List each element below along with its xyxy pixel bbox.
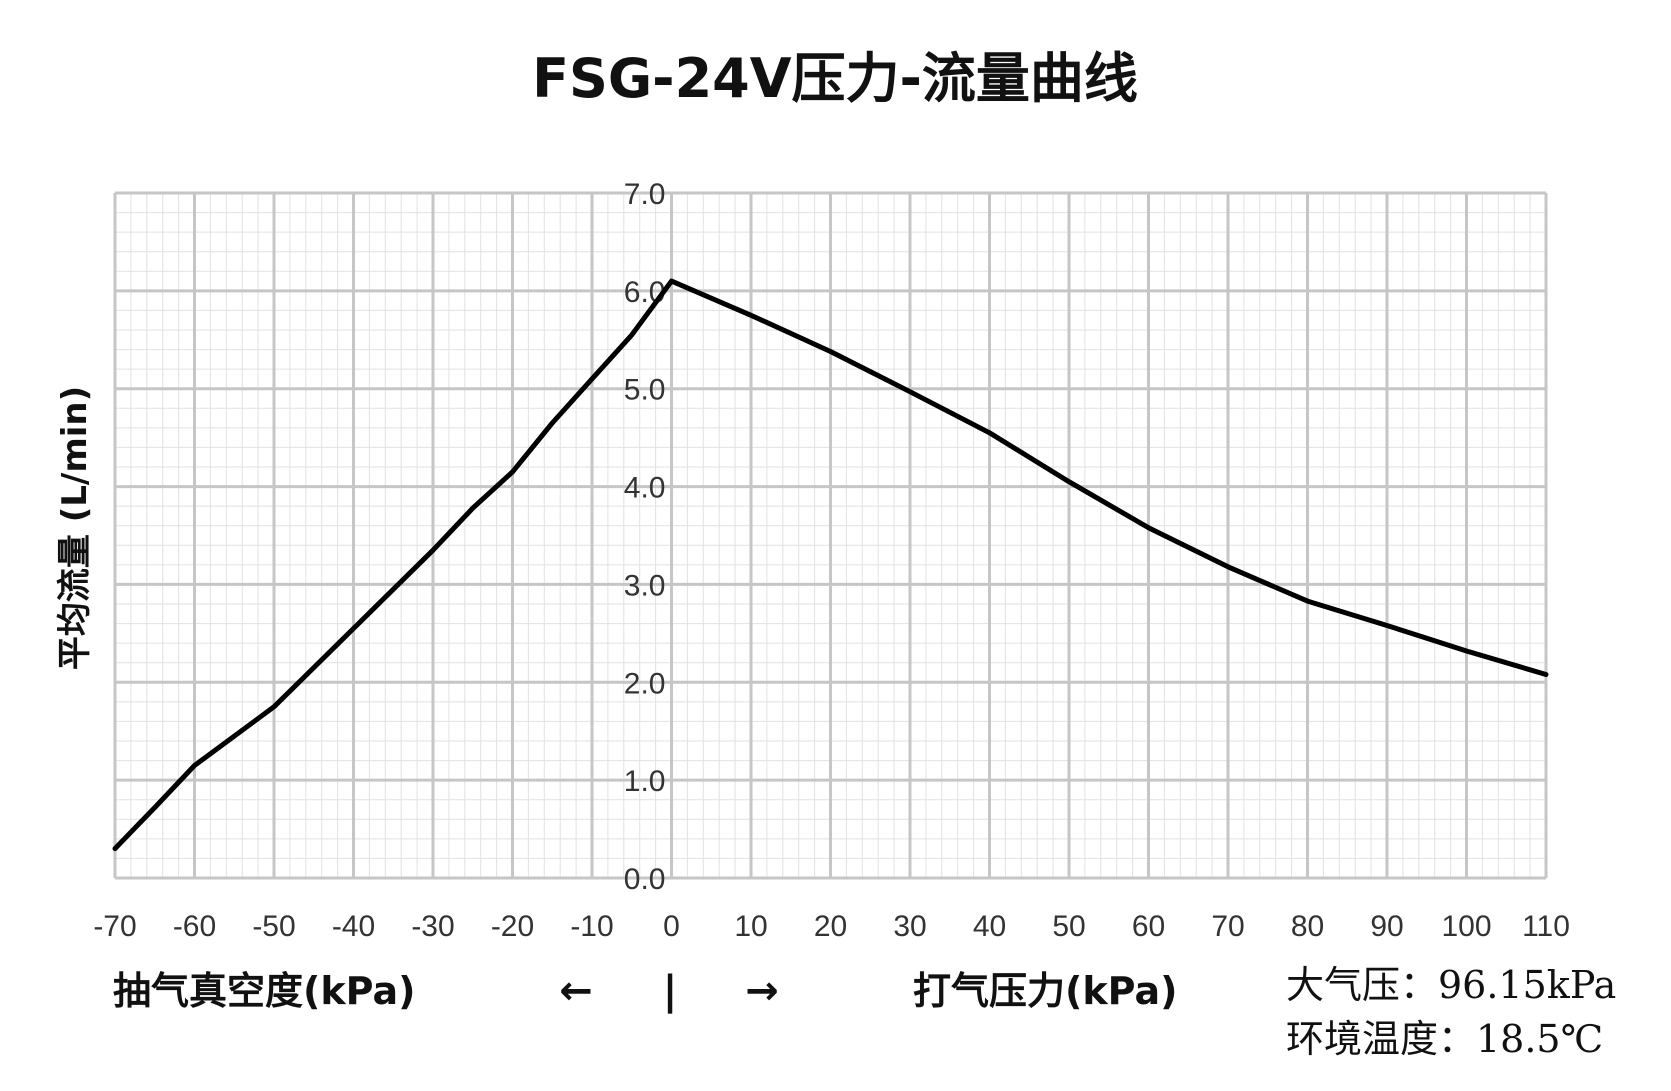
- atmospheric-pressure-note: 大气压：96.15kPa: [1286, 963, 1616, 1007]
- x-tick-label: -60: [173, 910, 216, 943]
- x-tick-label: -10: [570, 910, 613, 943]
- x-tick-label: 100: [1441, 910, 1491, 943]
- y-tick-label: 2.0: [624, 667, 666, 700]
- y-tick-label: 7.0: [624, 178, 666, 211]
- x-tick-label: -70: [93, 910, 136, 943]
- right-arrow: →: [745, 968, 779, 1014]
- x-tick-label: 20: [814, 910, 847, 943]
- x-tick-label: 10: [734, 910, 767, 943]
- center-divider: |: [663, 968, 678, 1015]
- x-tick-label: 30: [893, 910, 926, 943]
- x-tick-labels: -70 -60 -50 -40 -30 -20 -10 0 10 20 30 40 50 60 70 80 90…: [93, 910, 1570, 943]
- x-tick-label: -20: [491, 910, 534, 943]
- ambient-temperature-note: 环境温度：18.5℃: [1286, 1017, 1603, 1061]
- x-tick-label: 60: [1132, 910, 1165, 943]
- y-tick-label: 4.0: [624, 472, 666, 505]
- series-line: [112, 278, 1549, 852]
- y-axis-label: 平均流量 (L/min): [55, 386, 95, 670]
- x-tick-label: 40: [973, 910, 1006, 943]
- y-tick-label: 5.0: [624, 374, 666, 407]
- left-arrow: ←: [559, 968, 593, 1014]
- x-tick-label: 90: [1370, 910, 1403, 943]
- chart-title: FSG-24V压力-流量曲线: [532, 47, 1138, 110]
- x-tick-label: 110: [1522, 910, 1570, 943]
- series-layer: [112, 278, 1549, 852]
- x-tick-label: 80: [1291, 910, 1324, 943]
- x-tick-label: 70: [1211, 910, 1244, 943]
- grid: [113, 191, 1548, 880]
- y-tick-label: 1.0: [624, 765, 666, 798]
- y-tick-label: 6.0: [624, 276, 666, 309]
- x-tick-label: -30: [411, 910, 454, 943]
- x-left-caption: 抽气真空度(kPa): [113, 969, 415, 1013]
- y-tick-label: 3.0: [624, 569, 666, 602]
- x-tick-label: -50: [252, 910, 295, 943]
- x-tick-label: -40: [332, 910, 375, 943]
- x-right-caption: 打气压力(kPa): [913, 969, 1177, 1013]
- x-tick-label: 50: [1052, 910, 1085, 943]
- y-tick-label: 0.0: [624, 863, 666, 896]
- y-tick-labels: 0.0 1.0 2.0 3.0 4.0 5.0 6.0 7.0: [624, 178, 666, 896]
- x-tick-label: 0: [663, 910, 680, 943]
